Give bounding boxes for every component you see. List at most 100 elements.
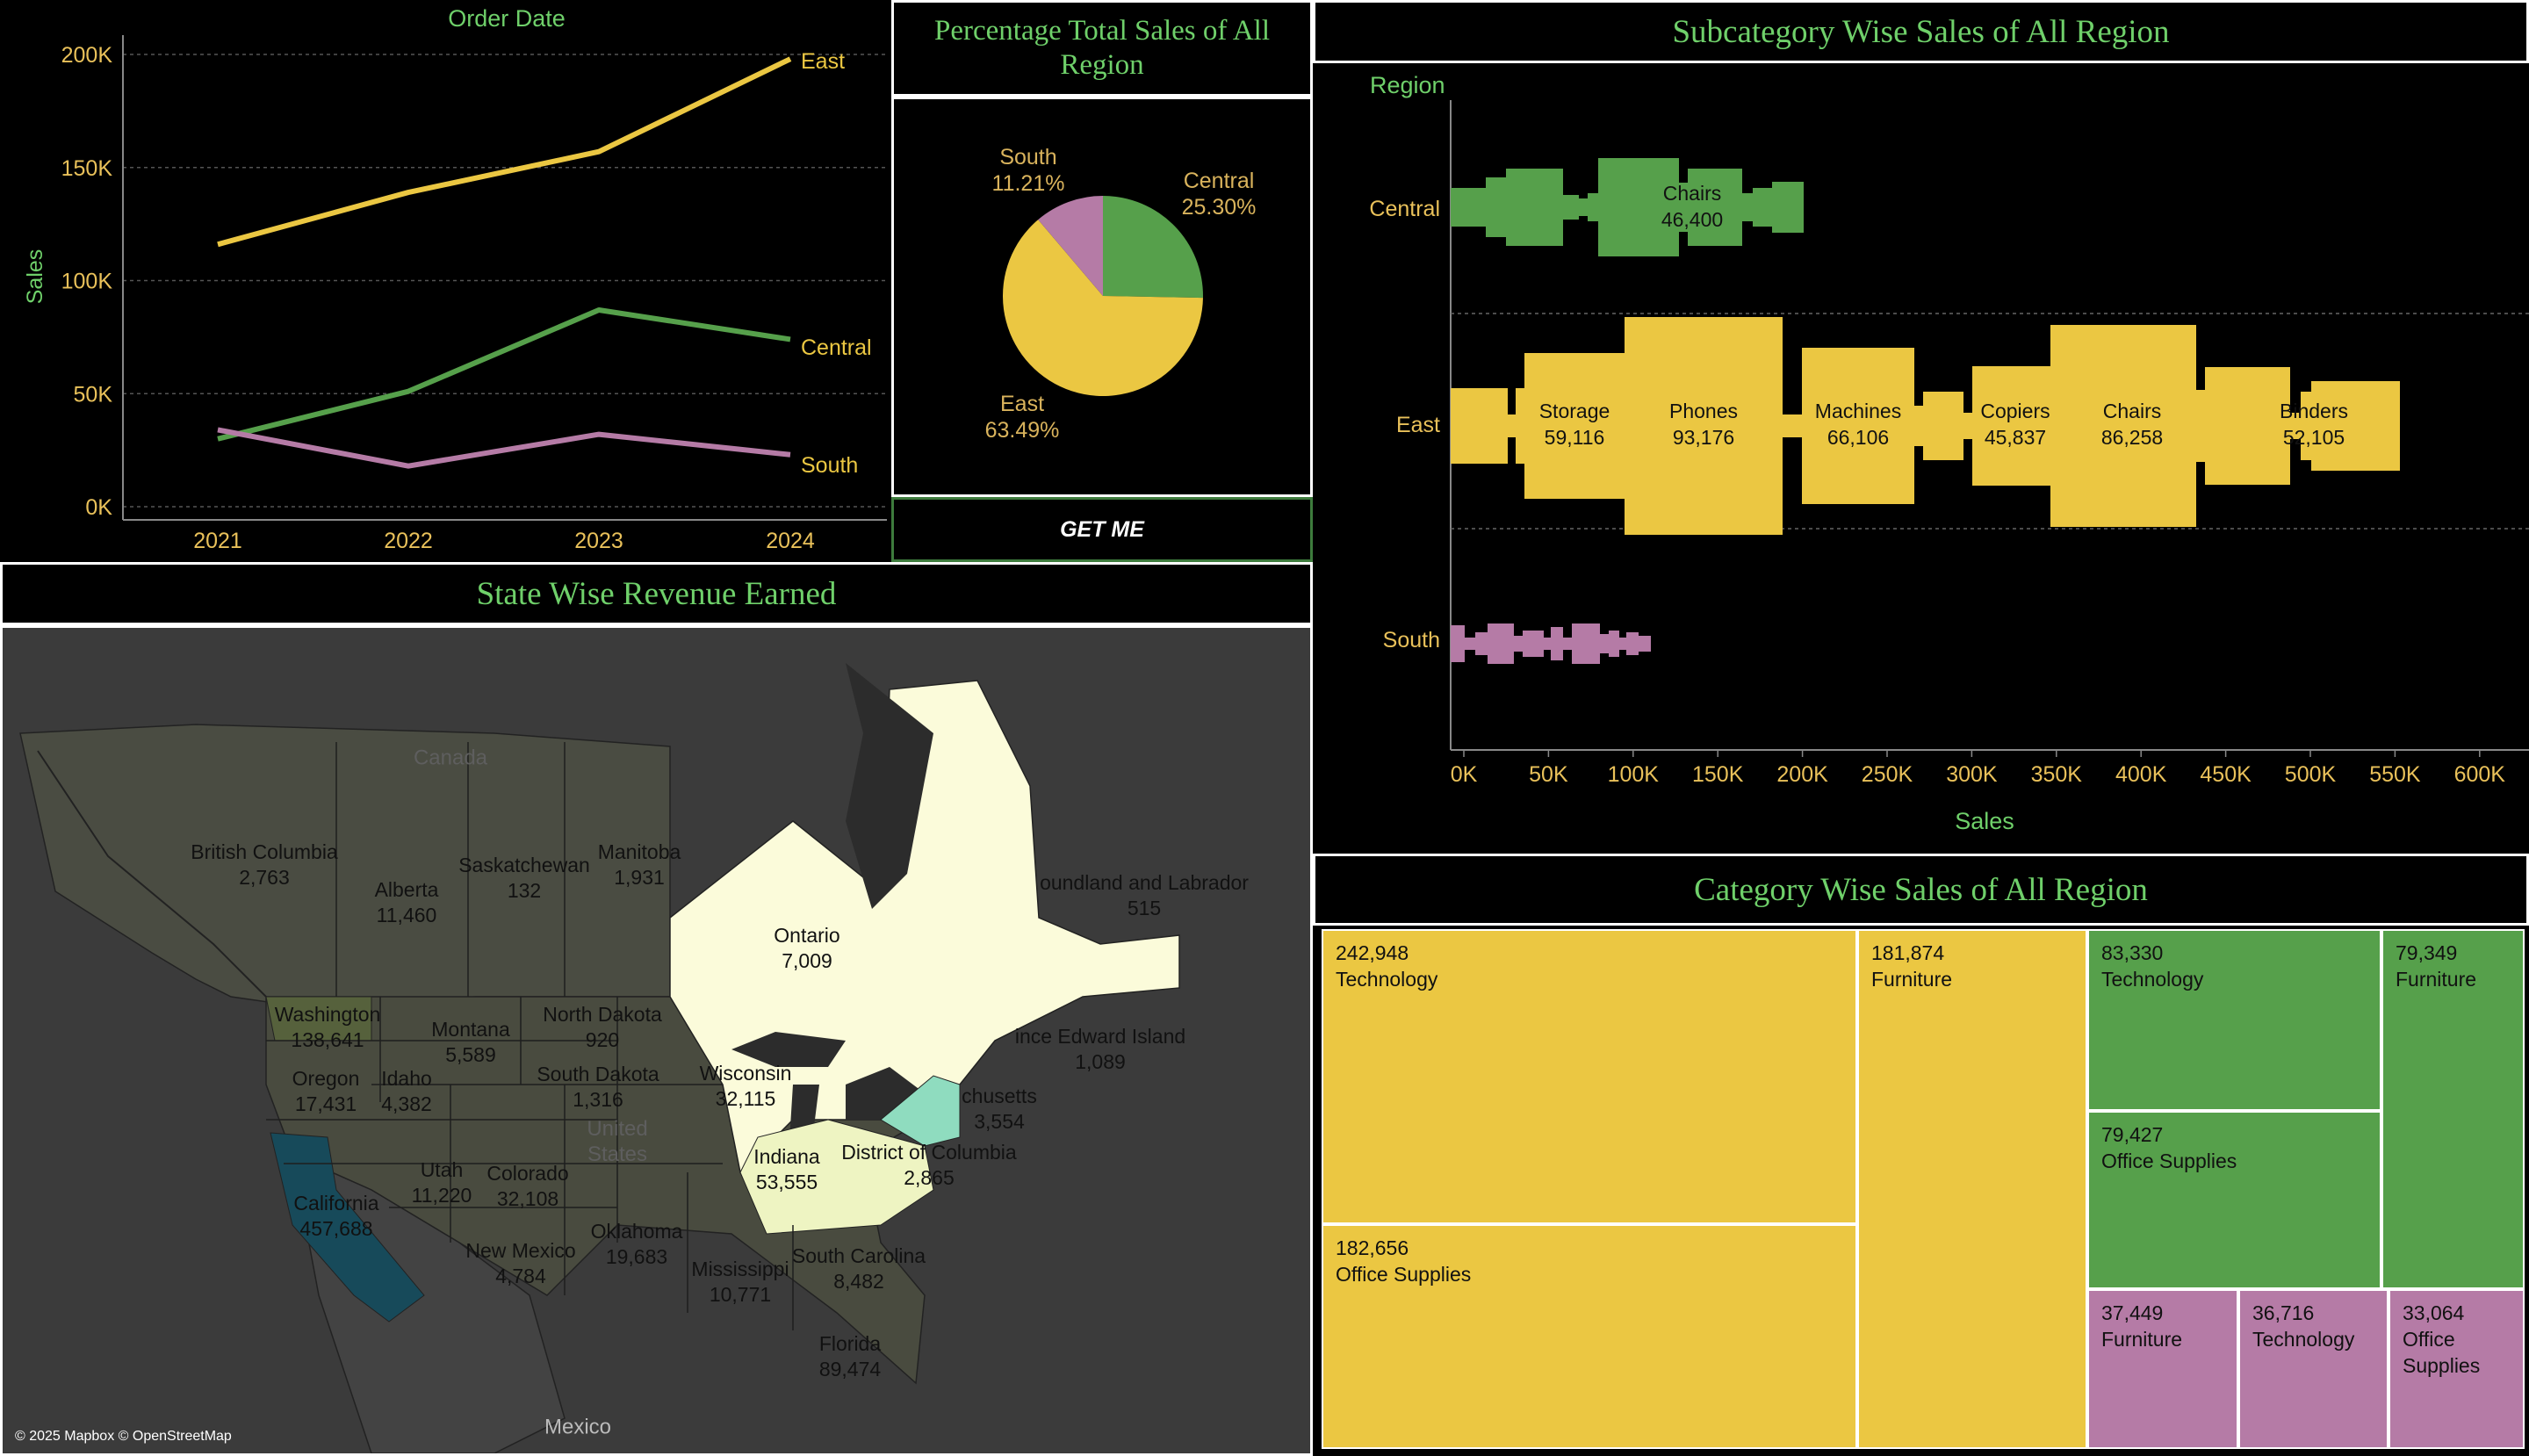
map-region-label[interactable]: Indiana 53,555 xyxy=(753,1144,819,1195)
map-region-label[interactable]: British Columbia 2,763 xyxy=(191,840,337,890)
row-label-south: South xyxy=(1383,628,1440,652)
pie-slice-central[interactable] xyxy=(1103,196,1203,299)
map-region-label[interactable]: Colorado 32,108 xyxy=(486,1161,568,1212)
map-region-label[interactable]: ince Edward Island 1,089 xyxy=(1015,1024,1185,1075)
row-label-central: Central xyxy=(1369,197,1440,221)
treemap-cell[interactable]: 79,427 Office Supplies xyxy=(2087,1111,2381,1289)
east-subcategory-name: Chairs xyxy=(2103,400,2161,422)
map-region-name: Utah xyxy=(420,1158,464,1181)
pie-label-south-name: South xyxy=(999,145,1056,169)
east-subcategory-value: 45,837 xyxy=(1985,426,2046,449)
pie-label-central-pct: 25.30% xyxy=(1182,195,1257,220)
map-canvas[interactable] xyxy=(3,628,1310,1453)
map-region-label[interactable]: Oregon 17,431 xyxy=(292,1066,360,1117)
line-series-central[interactable] xyxy=(217,306,791,442)
series-label-central: Central xyxy=(801,335,872,360)
treemap-cell-label: Furniture xyxy=(1871,968,1953,991)
map-region-name: Colorado xyxy=(486,1162,569,1185)
treemap-cell[interactable]: 37,449 Furniture xyxy=(2087,1289,2238,1449)
map-region-label[interactable]: Ontario 7,009 xyxy=(774,923,839,974)
treemap-cell[interactable]: 33,064 Office Supplies xyxy=(2388,1289,2525,1449)
map-region-value: 920 xyxy=(585,1028,620,1051)
treemap-cell[interactable]: 181,874 Furniture xyxy=(1857,929,2087,1449)
map-region-name: ince Edward Island xyxy=(1014,1025,1186,1048)
map-region-name: Mississippi xyxy=(691,1258,789,1280)
great-lakes xyxy=(731,1032,925,1155)
pie-label-south-pct: 11.21% xyxy=(992,171,1065,196)
east-subcategory-name: Copiers xyxy=(1980,400,2050,422)
map-region-label[interactable]: District of Columbia 2,865 xyxy=(841,1140,1016,1191)
subcategory-title-box: Subcategory Wise Sales of All Region xyxy=(1313,0,2529,63)
map-region-label[interactable]: Wisconsin 32,115 xyxy=(700,1061,792,1112)
map-region-name: Oregon xyxy=(292,1067,360,1090)
treemap-cell[interactable]: 36,716 Technology xyxy=(2238,1289,2388,1449)
map-region-value: 32,115 xyxy=(715,1087,776,1110)
subcategory-title: Subcategory Wise Sales of All Region xyxy=(1672,13,2170,50)
east-subcategory-name: Binders xyxy=(2280,400,2348,422)
line-xtick-label: 2023 xyxy=(574,529,623,553)
map-region-value: 4,382 xyxy=(381,1092,432,1115)
line-series-east[interactable] xyxy=(217,56,792,248)
map-region-label[interactable]: Florida 89,474 xyxy=(819,1331,881,1382)
treemap-cell-label: Furniture xyxy=(2396,968,2477,991)
subcategory-chart: Region Central East South Chairs 46,400 xyxy=(1369,72,2529,834)
treemap-cell-value: 242,948 xyxy=(1336,941,1409,964)
line-ytick-label: 100K xyxy=(61,270,113,294)
region-header: Region xyxy=(1370,72,1445,98)
treemap-cell-label: Technology xyxy=(1336,968,1438,991)
map-panel[interactable]: Canada United States Mexico British Colu… xyxy=(0,625,1313,1456)
map-region-label[interactable]: chusetts 3,554 xyxy=(962,1084,1037,1135)
treemap-cell-label: Office Supplies xyxy=(2101,1150,2237,1172)
east-subcategory-name: Phones xyxy=(1669,400,1738,422)
treemap-cell-value: 83,330 xyxy=(2101,941,2164,964)
subcategory-panel: Region Central East South Chairs 46,400 xyxy=(1313,63,2529,854)
treemap-cell[interactable]: 79,349 Furniture xyxy=(2381,929,2525,1289)
sub-xtick-label: 600K xyxy=(2454,762,2506,787)
map-region-label[interactable]: Idaho 4,382 xyxy=(381,1066,432,1117)
map-region-label[interactable]: South Carolina 8,482 xyxy=(792,1243,926,1294)
map-attribution[interactable]: © 2025 Mapbox © OpenStreetMap xyxy=(15,1429,232,1444)
map-region-label[interactable]: Manitoba 1,931 xyxy=(598,840,681,890)
central-chairs-name: Chairs xyxy=(1663,182,1721,205)
map-region-label[interactable]: Saskatchewan 132 xyxy=(458,853,590,904)
map-region-value: 10,771 xyxy=(709,1283,772,1306)
series-label-south: South xyxy=(801,453,858,478)
map-region-label[interactable]: California 457,688 xyxy=(293,1191,378,1242)
pie-label-east-name: East xyxy=(1000,392,1044,416)
treemap-cell-value: 181,874 xyxy=(1871,941,1945,964)
map-region-label[interactable]: South Dakota 1,316 xyxy=(537,1062,659,1113)
treemap-cell[interactable]: 242,948 Technology xyxy=(1322,929,1857,1224)
east-subcategory-name: Storage xyxy=(1539,400,1610,422)
map-region-name: Idaho xyxy=(381,1067,432,1090)
map-region-label[interactable]: New Mexico 4,784 xyxy=(465,1238,575,1289)
map-region-name: Indiana xyxy=(753,1145,820,1168)
border-lines xyxy=(266,742,794,1330)
treemap-cell-value: 79,349 xyxy=(2396,941,2458,964)
map-region-label[interactable]: Utah 11,220 xyxy=(412,1157,472,1208)
map-region-label[interactable]: Alberta 11,460 xyxy=(375,877,439,928)
treemap-cell-value: 79,427 xyxy=(2101,1123,2164,1146)
map-region-label[interactable]: Oklahoma 19,683 xyxy=(591,1219,683,1270)
series-label-east: East xyxy=(801,49,845,74)
treemap-cell-value: 36,716 xyxy=(2252,1301,2315,1324)
map-region-label[interactable]: oundland and Labrador 515 xyxy=(1040,870,1249,921)
pie-slice-east[interactable] xyxy=(1003,220,1203,396)
map-region-label[interactable]: Washington 138,641 xyxy=(275,1002,381,1053)
pie-slice-south[interactable] xyxy=(1038,196,1103,296)
treemap-cell[interactable]: 182,656 Office Supplies xyxy=(1322,1224,1857,1449)
sub-xtick-label: 200K xyxy=(1776,762,1828,787)
map-region-label[interactable]: North Dakota 920 xyxy=(543,1002,662,1053)
map-region-name: Saskatchewan xyxy=(458,854,590,876)
map-region-name: Manitoba xyxy=(597,840,681,863)
map-region-label[interactable]: Mississippi 10,771 xyxy=(691,1257,789,1308)
get-me-button[interactable]: GET ME xyxy=(891,497,1313,562)
map-region-value: 53,555 xyxy=(755,1171,818,1193)
treemap-panel: 242,948 Technology 181,874 Furniture 182,656… xyxy=(1313,926,2529,1456)
map-title-box: State Wise Revenue Earned xyxy=(0,562,1313,625)
map-region-value: 1,089 xyxy=(1075,1050,1126,1073)
map-region-label[interactable]: Montana 5,589 xyxy=(431,1017,510,1068)
map-region-value: 11,460 xyxy=(376,904,437,926)
map-region-name: chusetts xyxy=(962,1085,1037,1107)
treemap-cell[interactable]: 83,330 Technology xyxy=(2087,929,2381,1111)
line-series-south[interactable] xyxy=(217,427,791,469)
